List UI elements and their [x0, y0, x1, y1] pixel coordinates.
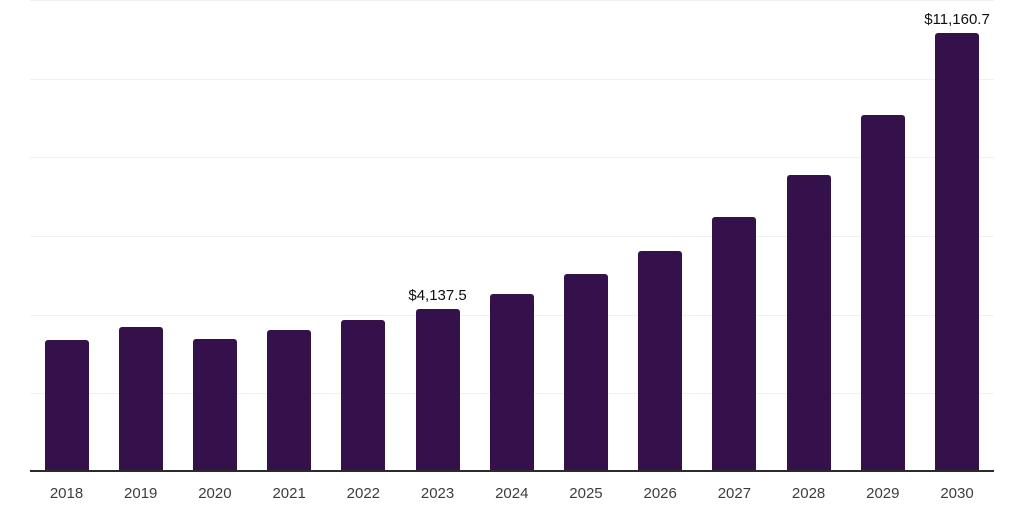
gridline	[30, 157, 994, 159]
x-tick-label-2021: 2021	[272, 485, 306, 502]
bar-2024	[489, 294, 534, 472]
x-axis-line	[30, 470, 994, 472]
bar-2019	[118, 327, 163, 472]
data-label-2030: $11,160.7	[924, 11, 990, 29]
bar-2029	[860, 114, 905, 472]
data-label-2023: $4,137.5	[408, 287, 467, 305]
x-tick-label-2027: 2027	[717, 485, 752, 502]
x-tick-label-2028: 2028	[791, 485, 826, 502]
gridline	[30, 236, 994, 237]
x-tick-label-2024: 2024	[495, 485, 529, 502]
x-tick-label-2018: 2018	[49, 485, 84, 502]
bar-2023	[415, 309, 460, 472]
x-tick-label-2026: 2026	[643, 485, 677, 502]
bar-2030	[935, 33, 980, 472]
x-tick-label-2029: 2029	[866, 485, 900, 502]
bar-2026	[638, 250, 683, 472]
x-tick-label-2019: 2019	[124, 485, 158, 502]
bar-2025	[563, 274, 608, 472]
gridline	[30, 0, 994, 1]
bar-2021	[267, 330, 312, 472]
bar-2028	[786, 175, 831, 472]
bar-2027	[712, 217, 757, 472]
bar-2018	[44, 339, 89, 472]
bar-2022	[341, 320, 386, 472]
x-tick-label-2022: 2022	[346, 485, 381, 502]
x-tick-label-2020: 2020	[198, 485, 232, 502]
bar-2020	[192, 339, 237, 472]
gridline	[30, 78, 994, 80]
x-tick-label-2023: 2023	[420, 485, 455, 502]
x-tick-label-2030: 2030	[940, 485, 974, 502]
x-tick-label-2025: 2025	[569, 485, 603, 502]
